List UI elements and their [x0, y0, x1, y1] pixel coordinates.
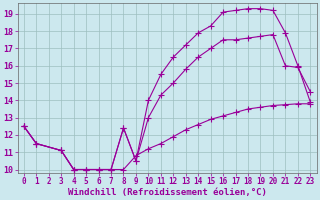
X-axis label: Windchill (Refroidissement éolien,°C): Windchill (Refroidissement éolien,°C)	[68, 188, 267, 197]
